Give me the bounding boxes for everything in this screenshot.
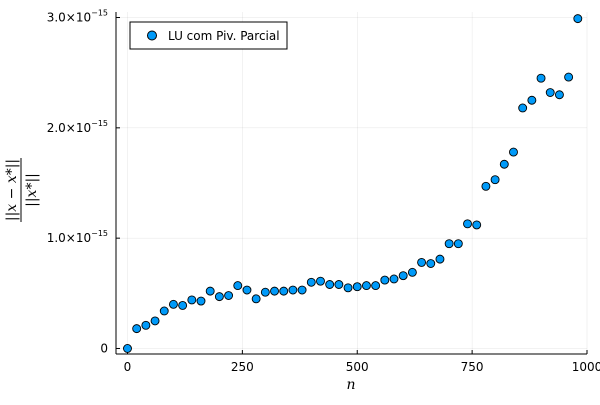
x-tick-label: 750 [461, 360, 484, 374]
data-point [509, 147, 518, 157]
data-point [481, 181, 491, 191]
data-point [325, 280, 335, 289]
data-point [279, 286, 289, 296]
data-point [270, 286, 279, 296]
data-point [306, 277, 316, 287]
data-point [187, 295, 197, 305]
data-point [123, 344, 132, 353]
data-point [371, 281, 381, 291]
data-point [251, 294, 261, 304]
axes [115, 12, 588, 355]
data-point [343, 283, 353, 293]
data-point [380, 275, 390, 285]
data-point [242, 285, 252, 295]
legend-marker [147, 30, 157, 41]
data-point [260, 287, 270, 297]
data-point [178, 301, 188, 310]
data-point [141, 320, 151, 330]
data-point [426, 259, 436, 268]
y-axis-label-numerator: ||x − x*|| [4, 159, 20, 221]
data-point [214, 292, 224, 302]
data-point [545, 88, 555, 97]
legend: LU com Piv. Parcial [129, 21, 288, 50]
data-point [297, 285, 307, 295]
data-point [389, 274, 399, 284]
x-tick-label: 0 [124, 360, 132, 374]
data-point [472, 220, 482, 230]
data-point [132, 324, 142, 334]
tick-labels: 0 250 500 750 1000 0 1.0×10−15 2.0×10−15 3.0×10−… [47, 9, 600, 374]
data-point [453, 239, 463, 249]
y-tick-label: 1.0×10−15 [47, 229, 108, 245]
data-point [352, 282, 362, 292]
data-points [123, 14, 583, 353]
data-point [316, 276, 325, 286]
data-point [288, 285, 298, 295]
data-point [463, 219, 472, 229]
data-point [334, 280, 344, 289]
data-point [499, 159, 509, 169]
data-point [490, 175, 500, 185]
data-point [435, 254, 445, 264]
data-point [417, 257, 427, 267]
legend-entry-label: LU com Piv. Parcial [168, 29, 280, 43]
data-point [361, 281, 371, 291]
data-point [518, 103, 528, 113]
x-axis-label: n [346, 377, 355, 393]
x-tick-label: 250 [231, 360, 254, 374]
data-point [444, 239, 454, 249]
data-point [224, 291, 234, 300]
data-point [159, 306, 169, 316]
x-tick-label: 500 [346, 360, 369, 374]
data-point [168, 299, 178, 309]
data-point [407, 267, 417, 277]
data-point [150, 316, 160, 326]
data-point [205, 286, 215, 296]
y-axis-label: ||x − x*|| ||x*|| [4, 158, 40, 222]
data-point [573, 14, 583, 24]
data-point [233, 281, 243, 291]
data-point [527, 95, 537, 105]
grid [116, 12, 588, 354]
data-point [536, 73, 546, 83]
data-point [398, 271, 408, 281]
data-point [196, 296, 206, 306]
data-point [564, 72, 574, 82]
y-axis-label-denominator: ||x*|| [24, 173, 40, 207]
y-tick-label: 0 [100, 341, 108, 355]
y-tick-label: 2.0×10−15 [47, 119, 108, 135]
y-tick-label: 3.0×10−15 [47, 9, 108, 25]
data-point [554, 90, 564, 100]
x-tick-label: 1000 [572, 360, 600, 374]
